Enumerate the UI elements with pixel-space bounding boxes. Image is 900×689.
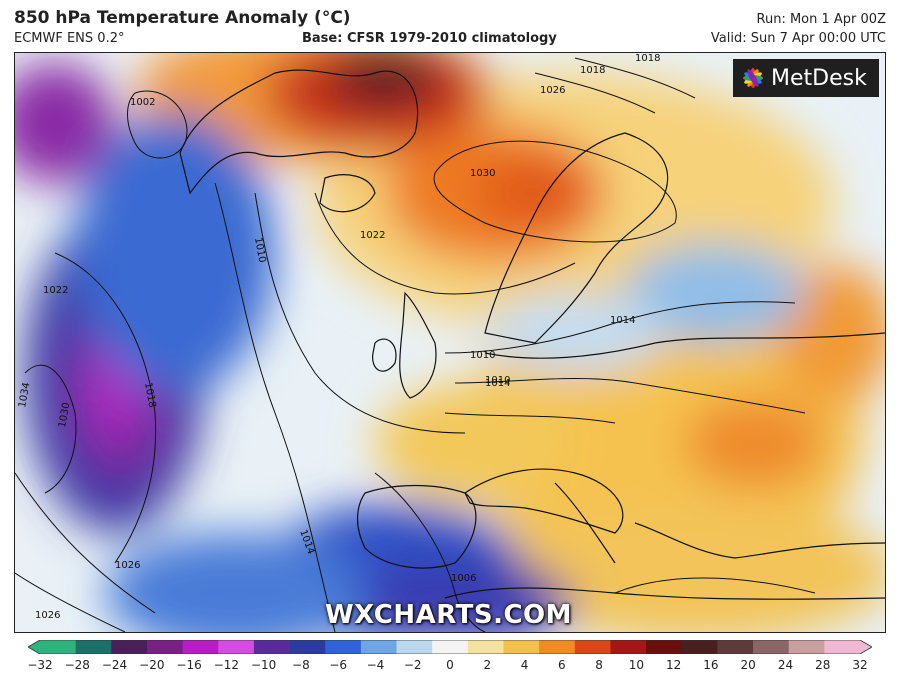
isobar-label: 1018: [142, 382, 157, 409]
colorbar-cell: [360, 640, 398, 654]
colorbar-tick-label: −24: [101, 658, 128, 672]
colorbar-tick-label: −32: [27, 658, 53, 672]
valid-time: Valid: Sun 7 Apr 00:00 UTC: [710, 31, 886, 46]
colorbar-tick-label: −20: [139, 658, 165, 672]
isobar-label: 1034: [17, 382, 32, 409]
colorbar-cell: [753, 640, 790, 654]
colorbar-tick-label: 6: [557, 658, 566, 672]
isobar-labels: 1002 1010 1018 1022 1026 1030 1034 1022 …: [17, 53, 660, 621]
colorbar-cell: [289, 640, 326, 654]
isobar-label: 1026: [35, 610, 60, 621]
colorbar-cell: [717, 640, 754, 654]
colorbar-cell: [646, 640, 683, 654]
isobar-label: 1026: [540, 85, 565, 96]
isobar-label: 1010: [485, 375, 510, 386]
colorbar-cell: [182, 640, 219, 654]
metdesk-logo: MetDesk: [733, 59, 879, 97]
isobar-label: 1010: [470, 350, 495, 361]
isobars: [15, 57, 816, 632]
colorbar-cell: [681, 640, 718, 654]
colorbar-cell: [503, 640, 540, 654]
colorbar-cell: [40, 640, 77, 654]
colorbar-cell: [788, 640, 825, 654]
colorbar-tick-label: −8: [292, 658, 310, 672]
colorbar-cell: [253, 640, 291, 654]
colorbar-cell: [218, 640, 255, 654]
isobar-label: 1018: [580, 65, 605, 76]
colorbar-cell: [574, 640, 611, 654]
colorbar-cell: [111, 640, 148, 654]
colorbar-tick-label: −16: [176, 658, 202, 672]
colorbar-arrow-right: [860, 640, 872, 654]
colorbar-tick-label: −28: [64, 658, 90, 672]
colorbar-arrow-left: [28, 640, 40, 654]
colorbar-tick-label: 8: [595, 658, 603, 672]
isobar-label: 1022: [360, 230, 385, 241]
colorbar-tick-label: −4: [366, 658, 385, 672]
isobar-label: 1006: [451, 573, 476, 584]
colorbar-tick-label: 4: [520, 658, 529, 672]
colorbar: [28, 640, 872, 654]
isobar-label: 1030: [470, 168, 495, 179]
colorbar-cell: [467, 640, 504, 654]
isobar-label: 1030: [57, 402, 72, 429]
colorbar-tick-label: 24: [777, 658, 794, 672]
colorbar-tick-label: −12: [213, 658, 240, 672]
colorbar-cell: [432, 640, 469, 654]
map-svg: 1002 1010 1018 1022 1026 1030 1034 1022 …: [15, 53, 885, 632]
model-name: ECMWF ENS 0.2°: [14, 31, 125, 46]
colorbar-cell: [610, 640, 647, 654]
colorbar-cell: [75, 640, 112, 654]
colorbar-tick-label: −10: [250, 658, 277, 672]
colorbar-tick-label: 20: [740, 658, 756, 672]
colorbar-cell: [146, 640, 184, 654]
isobar-label: 1002: [130, 97, 155, 108]
colorbar-cell: [539, 640, 576, 654]
colorbar-tick-label: 28: [815, 658, 831, 672]
isobar-label: 1018: [635, 53, 660, 64]
colorbar-tick-label: −2: [403, 658, 422, 672]
metdesk-logo-text: MetDesk: [771, 65, 867, 91]
colorbar-tick-label: 2: [483, 658, 492, 672]
isobar-label: 1022: [43, 285, 68, 296]
isobar-label: 1010: [252, 237, 267, 264]
colorbar-cell: [325, 640, 362, 654]
watermark: WXCHARTS.COM: [325, 600, 573, 630]
colorbar-cell: [824, 640, 861, 654]
colorbar-tick-label: 0: [446, 658, 454, 672]
metdesk-logo-icon: [743, 68, 763, 88]
isobar-label: 1014: [610, 315, 635, 326]
isobar-label: 1014: [485, 378, 510, 389]
coastlines: [179, 69, 885, 600]
colorbar-tick-label: 16: [703, 658, 719, 672]
chart-title: 850 hPa Temperature Anomaly (°C): [14, 8, 351, 28]
anomaly-map: 1002 1010 1018 1022 1026 1030 1034 1022 …: [14, 52, 886, 633]
isobar-label: 1026: [115, 560, 140, 571]
colorbar-cell: [396, 640, 433, 654]
colorbar-tick-label: 32: [852, 658, 868, 672]
colorbar-tick-label: 10: [628, 658, 644, 672]
run-time: Run: Mon 1 Apr 00Z: [756, 12, 886, 27]
colorbar-ticks: −32 −28 −24 −20 −16 −12 −10 −8 −6 −4 −2 0 2 4 6 8 10 12 16…: [27, 658, 872, 678]
climatology-base: Base: CFSR 1979-2010 climatology: [302, 31, 557, 46]
colorbar-cells: [28, 640, 872, 654]
colorbar-tick-label: −6: [329, 658, 348, 672]
colorbar-tick-label: 12: [665, 658, 682, 672]
